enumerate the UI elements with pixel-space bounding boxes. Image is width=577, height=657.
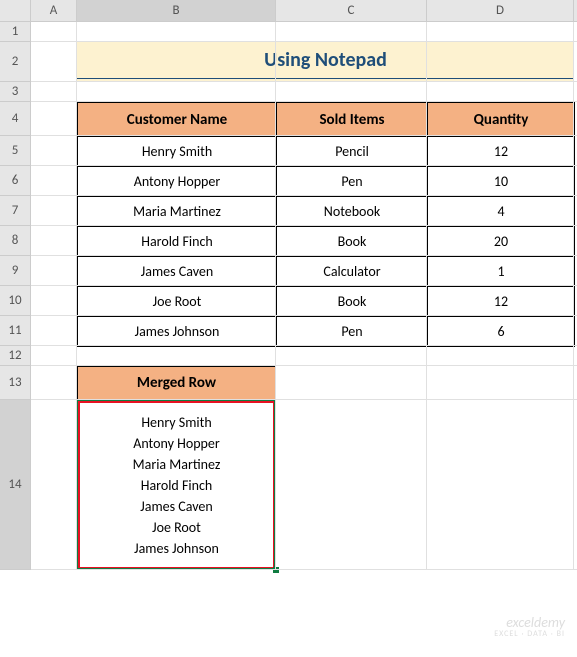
row-header-9[interactable]: 9 [0,256,31,286]
watermark-sub: EXCEL · DATA · BI [494,630,565,639]
table-cell[interactable]: Book [277,227,428,257]
table-cell[interactable]: Book [277,287,428,317]
merged-line: Henry Smith [141,412,211,433]
title-cell[interactable]: Using Notepad [77,42,574,82]
table-cell[interactable]: 20 [428,227,575,257]
row-header-10[interactable]: 10 [0,286,31,316]
row-header-8[interactable]: 8 [0,226,31,256]
row-header-14[interactable]: 14 [0,400,31,570]
table-cell[interactable]: Maria Martinez [78,197,277,227]
table-row: Henry SmithPencil12 [78,137,575,167]
spreadsheet-grid: A B C D Using Notepad Customer NameSold … [0,0,577,657]
table-cell[interactable]: 6 [428,317,575,347]
table-header-cell[interactable]: Quantity [428,103,575,137]
table-row: Antony HopperPen10 [78,167,575,197]
table-row: Harold FinchBook20 [78,227,575,257]
merged-row-cell[interactable]: Henry SmithAntony HopperMaria MartinezHa… [77,400,276,570]
table-cell[interactable]: Notebook [277,197,428,227]
col-header-a[interactable]: A [31,0,77,21]
table-cell[interactable]: 12 [428,137,575,167]
merged-row-header[interactable]: Merged Row [77,366,276,400]
col-header-d[interactable]: D [427,0,574,21]
merged-line: Harold Finch [141,475,212,496]
row-header-13[interactable]: 13 [0,366,31,400]
row-header-12[interactable]: 12 [0,346,31,366]
row-header-1[interactable]: 1 [0,22,31,42]
table-row: Maria MartinezNotebook4 [78,197,575,227]
table-header-cell[interactable]: Customer Name [78,103,277,137]
table-cell[interactable]: Pen [277,167,428,197]
row-header-6[interactable]: 6 [0,166,31,196]
merged-line: Maria Martinez [133,454,221,475]
table-row: James JohnsonPen6 [78,317,575,347]
table-cell[interactable]: James Johnson [78,317,277,347]
merged-line: James Johnson [134,538,219,559]
col-header-b[interactable]: B [77,0,276,21]
table-cell[interactable]: Antony Hopper [78,167,277,197]
row-header-2[interactable]: 2 [0,42,31,82]
table-cell[interactable]: James Caven [78,257,277,287]
watermark: exceldemy EXCEL · DATA · BI [494,615,565,639]
table-cell[interactable]: Pen [277,317,428,347]
table-row: Joe RootBook12 [78,287,575,317]
select-all-corner[interactable] [0,0,31,21]
column-headers: A B C D [0,0,577,22]
table-cell[interactable]: 4 [428,197,575,227]
table-cell[interactable]: Pencil [277,137,428,167]
table-cell[interactable]: Calculator [277,257,428,287]
row-header-7[interactable]: 7 [0,196,31,226]
table-cell[interactable]: Joe Root [78,287,277,317]
row-header-4[interactable]: 4 [0,102,31,136]
col-header-c[interactable]: C [276,0,427,21]
table-cell[interactable]: Harold Finch [78,227,277,257]
row-header-3[interactable]: 3 [0,82,31,102]
merged-line: James Caven [140,496,212,517]
merged-line: Antony Hopper [133,433,220,454]
table-cell[interactable]: 12 [428,287,575,317]
table-header-row: Customer NameSold ItemsQuantity [78,103,575,137]
watermark-main: exceldemy [494,615,565,630]
table-cell[interactable]: Henry Smith [78,137,277,167]
row-header-5[interactable]: 5 [0,136,31,166]
table-cell[interactable]: 10 [428,167,575,197]
row-header-11[interactable]: 11 [0,316,31,346]
table-cell[interactable]: 1 [428,257,575,287]
merged-line: Joe Root [152,517,201,538]
table-row: James CavenCalculator1 [78,257,575,287]
table-header-cell[interactable]: Sold Items [277,103,428,137]
